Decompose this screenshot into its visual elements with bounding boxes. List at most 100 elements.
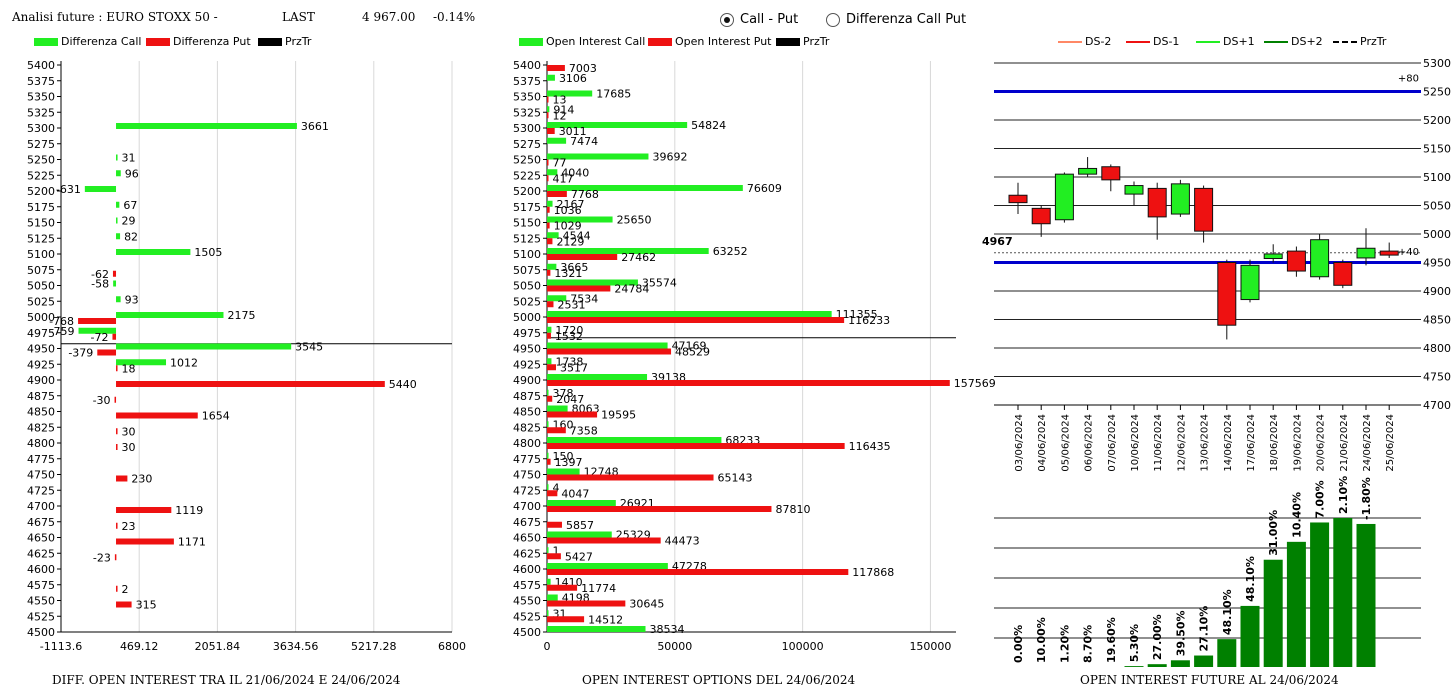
y-tick-label: 4625 — [513, 547, 541, 560]
y-tick-label: 5325 — [27, 106, 55, 119]
oi-bar — [1170, 660, 1190, 667]
data-label: 19.60% — [1105, 617, 1118, 663]
y-tick-label: 5200 — [27, 185, 55, 198]
data-label: 27.00% — [1151, 614, 1164, 660]
legend-ds+1: DS+1 — [1196, 35, 1255, 48]
candle-body — [1333, 262, 1353, 286]
bar-put — [547, 458, 551, 465]
data-label: 17685 — [596, 88, 631, 101]
y-tick-label: 4950 — [513, 343, 541, 356]
call-put-label: Call - Put — [740, 12, 799, 27]
y-tick-label: 4875 — [513, 390, 541, 403]
data-label: 5440 — [389, 378, 417, 391]
y-tick-label: 5000 — [1423, 228, 1451, 241]
instrument-title: Analisi future : EURO STOXX 50 - — [12, 10, 218, 24]
bar-call — [547, 468, 580, 475]
y-tick-label: 4675 — [27, 516, 55, 529]
data-label: 19595 — [601, 409, 636, 422]
data-label: 24784 — [614, 283, 649, 296]
bar-call — [547, 122, 688, 128]
data-label: 27.10% — [1198, 606, 1211, 652]
bar-put — [112, 270, 117, 277]
x-tick-label: 19/06/2024 — [1292, 414, 1303, 472]
data-label: 116435 — [849, 440, 891, 453]
x-tick-label: 11/06/2024 — [1153, 414, 1164, 472]
bar-call — [547, 547, 549, 554]
change-percent: -0.14% — [433, 10, 476, 24]
y-tick-label: 4700 — [513, 500, 541, 513]
y-tick-label: 5400 — [513, 59, 541, 72]
y-tick-label: 5000 — [27, 311, 55, 324]
data-label: 35574 — [642, 277, 677, 290]
y-tick-label: 4525 — [513, 610, 541, 623]
bar-put — [547, 65, 565, 71]
data-label: 4047 — [561, 487, 589, 500]
y-tick-label: 4900 — [1423, 285, 1451, 298]
legend-prztr-3: PrzTr — [1333, 35, 1386, 48]
bar-put — [547, 506, 772, 512]
data-label: 1 — [553, 544, 560, 557]
dashed-line-swatch-icon — [1333, 40, 1357, 43]
x-tick-label: 100000 — [782, 640, 824, 653]
diff-call-put-radio[interactable]: Differenza Call Put — [826, 12, 966, 27]
x-tick-label: 25/06/2024 — [1385, 414, 1396, 472]
bar-put — [547, 364, 556, 371]
bar-put — [547, 616, 585, 623]
legend-label: DS-2 — [1085, 35, 1112, 48]
data-label: 2531 — [557, 298, 585, 311]
data-label: -58 — [91, 278, 109, 291]
y-tick-label: 5200 — [1423, 114, 1451, 127]
legend-diff-call: Differenza Call — [34, 35, 141, 48]
data-label: 47169 — [672, 340, 707, 353]
bar-put — [547, 301, 554, 308]
data-label: 25650 — [617, 214, 652, 227]
data-label: 4 — [553, 481, 560, 494]
y-tick-label: 4575 — [513, 579, 541, 592]
y-tick-label: 5300 — [1423, 57, 1451, 70]
bar-put — [547, 175, 549, 182]
data-label: 23 — [122, 520, 136, 533]
data-label: 39692 — [652, 151, 687, 164]
radio-selected-icon — [720, 12, 734, 27]
data-label: 48.10% — [1244, 556, 1257, 602]
y-tick-label: 4525 — [27, 610, 55, 623]
candle-body — [1124, 185, 1144, 195]
y-tick-label: 5150 — [1423, 143, 1451, 156]
bar-put — [547, 395, 553, 402]
bar-put — [547, 238, 553, 245]
data-label: 2175 — [227, 309, 255, 322]
line-swatch-icon — [1264, 40, 1288, 43]
y-tick-label: 5200 — [513, 185, 541, 198]
bar-call — [547, 326, 552, 333]
footer-diff-open-interest: DIFF. OPEN INTEREST TRA IL 21/06/2024 E … — [52, 673, 401, 687]
bar-put — [547, 285, 611, 292]
radio-unselected-icon — [826, 12, 840, 27]
call-put-radio[interactable]: Call - Put — [720, 12, 798, 27]
data-label: 1720 — [555, 324, 583, 337]
legend-label: PrzTr — [285, 35, 312, 48]
bar-call — [547, 626, 646, 632]
data-label: -23 — [93, 551, 111, 564]
bar-put — [547, 411, 598, 418]
x-tick-label: 06/06/2024 — [1084, 414, 1095, 472]
legend-ds+2: DS+2 — [1264, 35, 1323, 48]
legend-label: DS-1 — [1153, 35, 1180, 48]
y-tick-label: 4775 — [27, 453, 55, 466]
bar-call — [116, 217, 118, 224]
y-tick-label: 4750 — [1423, 371, 1451, 384]
data-label: 30645 — [629, 598, 664, 611]
x-tick-label: 14/06/2024 — [1223, 414, 1234, 472]
level-annotation: +40 — [1398, 247, 1419, 258]
data-label: -30 — [93, 394, 111, 407]
y-tick-label: 5175 — [27, 201, 55, 214]
y-tick-label: 5025 — [27, 295, 55, 308]
data-label: 3517 — [560, 361, 588, 374]
x-tick-label: 04/06/2024 — [1037, 414, 1048, 472]
green-swatch-icon — [34, 37, 58, 46]
bar-put — [112, 333, 117, 340]
bar-put — [547, 584, 578, 591]
y-tick-label: 5075 — [27, 264, 55, 277]
y-tick-label: 5400 — [27, 59, 55, 72]
